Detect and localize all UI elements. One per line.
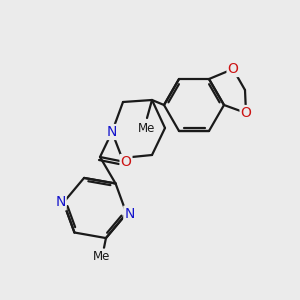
Text: N: N [107, 125, 117, 139]
Text: Me: Me [138, 122, 156, 134]
Text: N: N [55, 195, 66, 209]
Text: O: O [121, 155, 131, 169]
Text: O: O [241, 106, 251, 120]
Text: O: O [228, 62, 238, 76]
Text: N: N [124, 207, 135, 220]
Text: Me: Me [93, 250, 111, 262]
